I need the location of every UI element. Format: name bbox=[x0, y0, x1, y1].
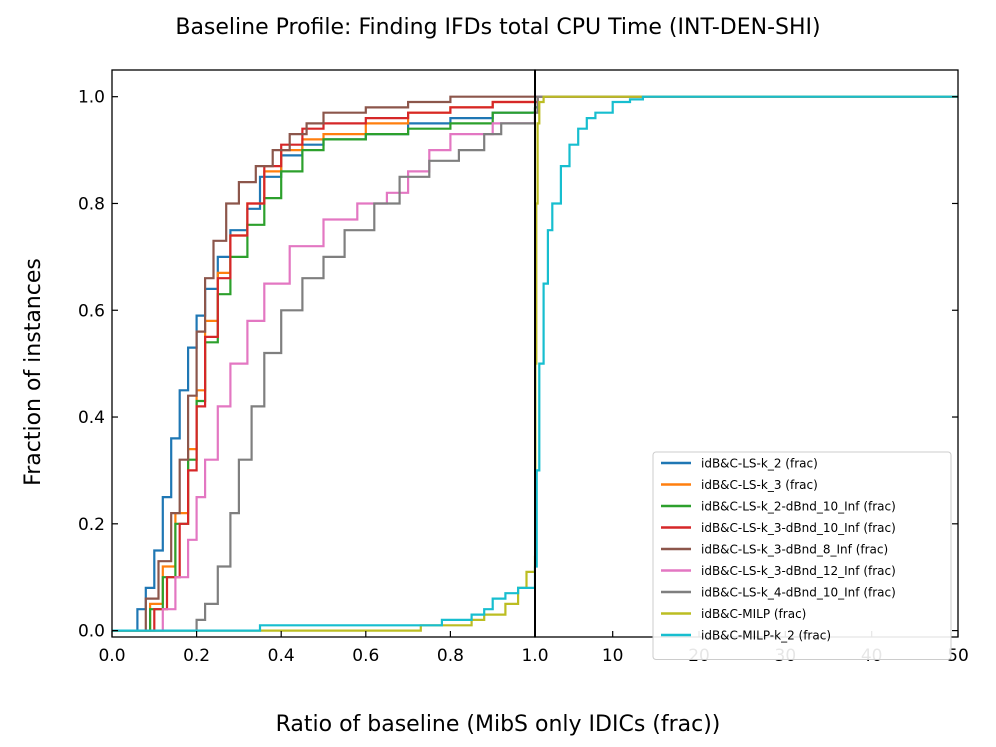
x-tick-label-left: 0.8 bbox=[437, 646, 464, 666]
legend-entry-8: idB&C-MILP (frac) bbox=[701, 607, 806, 621]
legend-entry-1: idB&C-LS-k_2 (frac) bbox=[701, 457, 818, 471]
legend-entry-7: idB&C-LS-k_4-dBnd_10_Inf (frac) bbox=[701, 586, 896, 600]
x-tick-label-left: 0.0 bbox=[98, 646, 125, 666]
y-tick-label: 0.4 bbox=[78, 408, 105, 428]
y-axis-label: Fraction of instances bbox=[21, 258, 46, 486]
legend-entry-5: idB&C-LS-k_3-dBnd_8_Inf (frac) bbox=[701, 543, 888, 557]
legend-entry-2: idB&C-LS-k_3 (frac) bbox=[701, 478, 818, 492]
series-line-left-6 bbox=[112, 112, 535, 632]
x-tick-label-right: 10 bbox=[602, 646, 624, 666]
y-tick-label: 0.0 bbox=[78, 622, 105, 642]
legend-entry-4: idB&C-LS-k_3-dBnd_10_Inf (frac) bbox=[701, 521, 896, 535]
series-line-left-9 bbox=[112, 566, 535, 632]
y-tick-label: 0.2 bbox=[78, 515, 105, 535]
series-line-left-3 bbox=[112, 107, 535, 632]
series-line-left-7 bbox=[112, 112, 535, 632]
series-line-right-9 bbox=[535, 95, 958, 568]
y-tick-label: 1.0 bbox=[78, 88, 105, 108]
x-axis-label: Ratio of baseline (MibS only IDICs (frac… bbox=[276, 712, 721, 737]
chart-title: Baseline Profile: Finding IFDs total CPU… bbox=[175, 15, 820, 40]
series-line-right-7 bbox=[535, 95, 958, 114]
left-panel-lines bbox=[112, 95, 535, 632]
y-tick-label: 0.6 bbox=[78, 301, 105, 321]
legend-entry-6: idB&C-LS-k_3-dBnd_12_Inf (frac) bbox=[701, 564, 896, 578]
series-line-right-6 bbox=[535, 95, 958, 114]
series-line-right-3 bbox=[535, 95, 958, 109]
x-tick-label-right: 50 bbox=[947, 646, 969, 666]
x-tick-label-left: 1.0 bbox=[521, 646, 548, 666]
series-line-right-1 bbox=[535, 95, 958, 109]
legend: idB&C-LS-k_2 (frac) idB&C-LS-k_3 (frac) id… bbox=[652, 451, 952, 660]
series-line-left-5 bbox=[112, 95, 535, 632]
y-tick-label: 0.8 bbox=[78, 194, 105, 214]
x-tick-label-left: 0.4 bbox=[268, 646, 295, 666]
plot-area: 0.00.20.40.60.81.00.00.20.40.60.81.01020… bbox=[78, 69, 969, 666]
x-tick-label-left: 0.6 bbox=[352, 646, 379, 666]
x-tick-label-left: 0.2 bbox=[183, 646, 210, 666]
legend-box bbox=[652, 451, 952, 660]
legend-entry-9: idB&C-MILP-k_2 (frac) bbox=[701, 629, 831, 643]
legend-entry-3: idB&C-LS-k_2-dBnd_10_Inf (frac) bbox=[701, 500, 896, 514]
